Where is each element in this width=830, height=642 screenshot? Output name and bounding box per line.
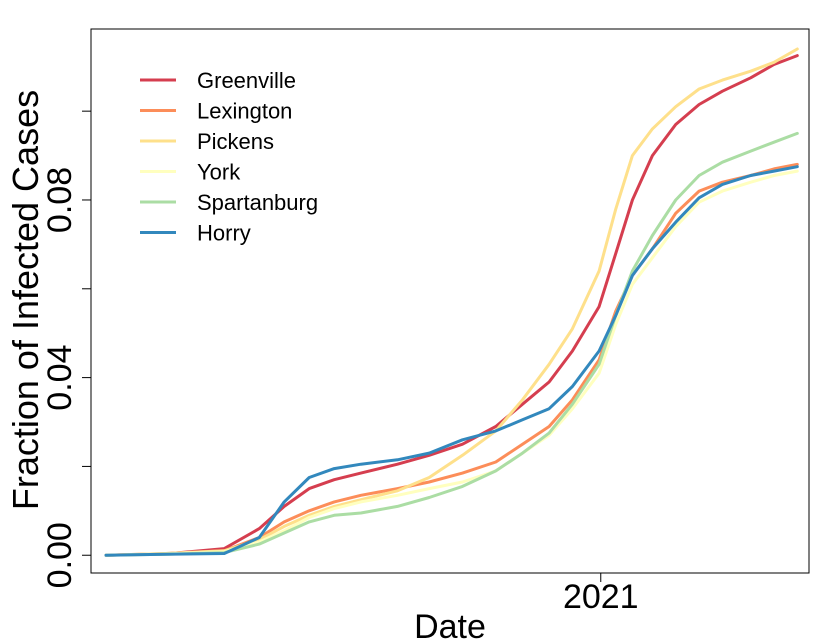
x-axis-label: Date	[414, 608, 486, 642]
y-axis-label: Fraction of Infected Cases	[5, 90, 46, 510]
series-line-pickens	[104, 47, 799, 557]
legend-label-spartanburg: Spartanburg	[197, 190, 318, 215]
series-line-greenville	[104, 54, 799, 557]
series-line-spartanburg	[104, 131, 799, 557]
y-tick-label: 0.00	[41, 522, 79, 588]
legend-label-greenville: Greenville	[197, 68, 296, 93]
y-tick-label: 0.08	[41, 167, 79, 233]
legend-label-pickens: Pickens	[197, 129, 274, 154]
x-tick-label: 2021	[563, 578, 639, 616]
x-axis: 2021	[563, 573, 639, 616]
legend-label-york: York	[197, 160, 241, 185]
series-line-horry	[104, 165, 799, 557]
series-line-lexington	[104, 162, 799, 557]
plot-frame	[90, 28, 810, 574]
y-tick-label: 0.04	[41, 345, 79, 411]
series-lines	[104, 47, 799, 557]
y-axis: 0.00 0.04 0.08	[41, 110, 91, 588]
legend: Greenville Lexington Pickens York Spartanbur…	[140, 68, 318, 246]
legend-label-horry: Horry	[197, 221, 251, 246]
legend-label-lexington: Lexington	[197, 99, 292, 124]
